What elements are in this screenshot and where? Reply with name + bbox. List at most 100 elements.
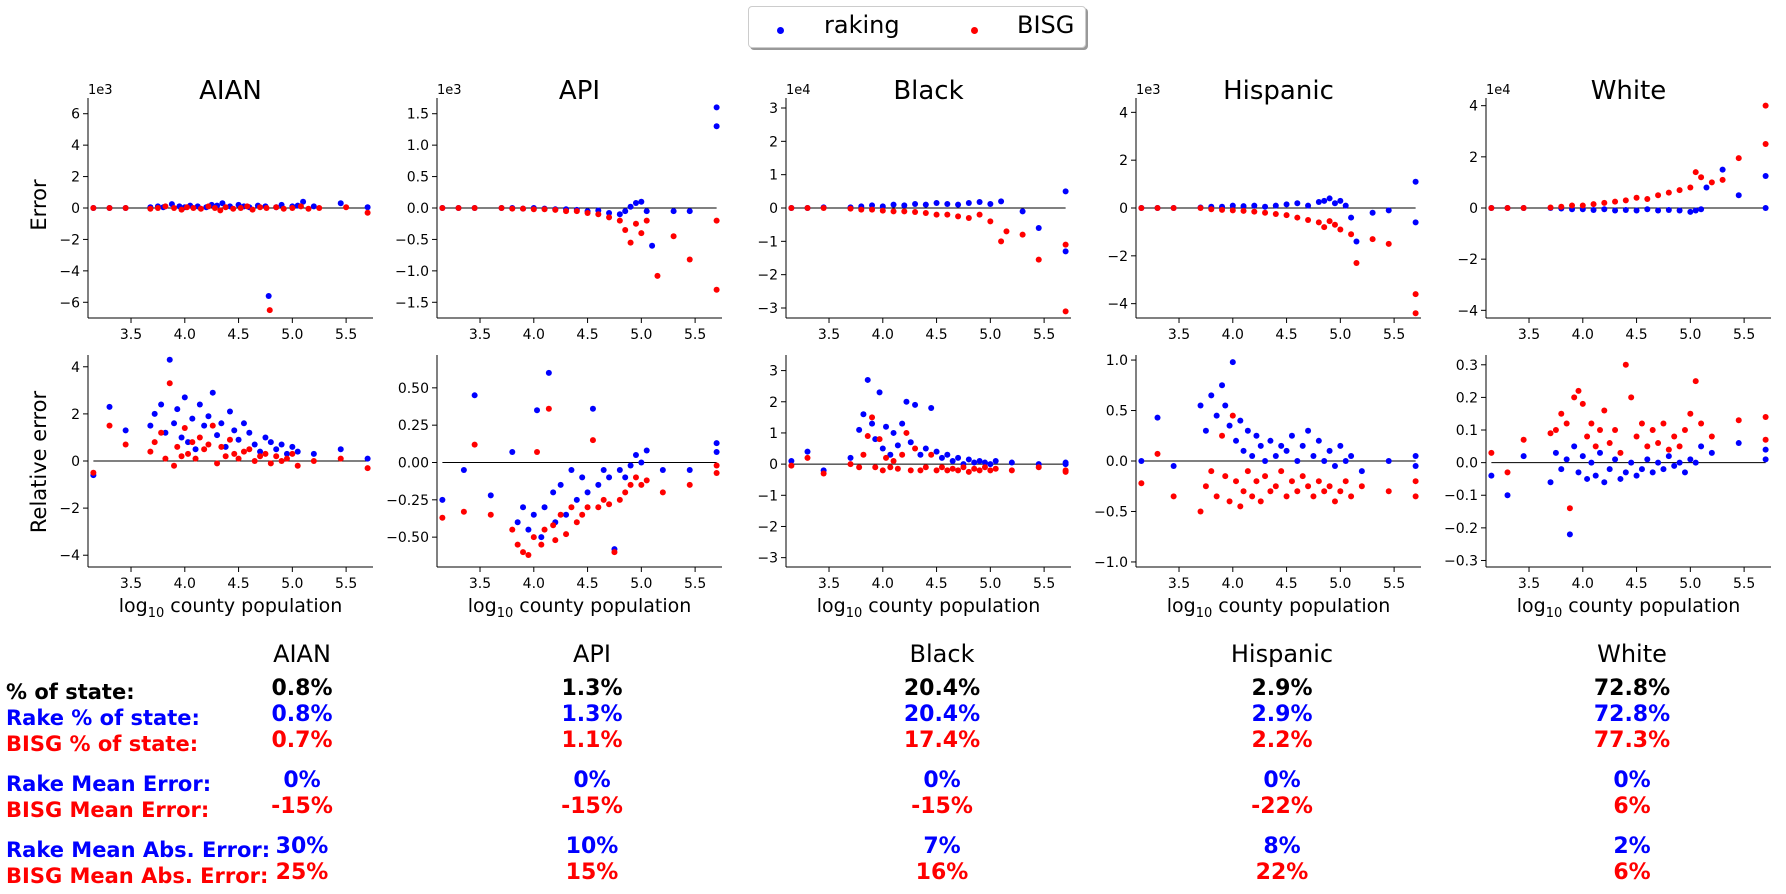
- raking-point: [864, 376, 871, 383]
- raking-point: [976, 458, 983, 464]
- raking-point: [147, 422, 154, 429]
- y-tick-label: 2: [71, 407, 80, 423]
- x-tick-label: 4.0: [174, 327, 196, 343]
- raking-point: [471, 392, 478, 399]
- raking-point: [1566, 531, 1573, 538]
- bisg-point: [530, 206, 537, 213]
- raking-point: [584, 489, 591, 496]
- bisg-point: [487, 511, 494, 518]
- y-tick-label: −2: [757, 519, 778, 535]
- bisg-point: [600, 496, 607, 503]
- bisg-point: [899, 451, 906, 458]
- raking-point: [1762, 456, 1769, 463]
- bisg-point: [171, 462, 178, 469]
- bisg-point: [949, 465, 956, 472]
- bisg-point: [1698, 420, 1705, 427]
- stat-bisg-mean: -22%: [1251, 794, 1313, 819]
- bisg-point: [1412, 493, 1419, 500]
- label-pct-state: % of state:: [6, 680, 135, 704]
- raking-point: [231, 427, 238, 434]
- raking-point: [106, 403, 113, 410]
- bisg-point: [1138, 205, 1145, 211]
- x-tick-label: 4.5: [576, 327, 598, 343]
- bisg-point: [856, 464, 863, 471]
- bisg-point: [1237, 503, 1244, 510]
- bisg-point: [627, 239, 634, 246]
- bisg-point: [1547, 204, 1554, 211]
- y-tick-label: −0.1: [1444, 488, 1478, 504]
- bisg-point: [1208, 206, 1215, 213]
- bisg-point: [1628, 394, 1635, 401]
- x-tick-label: 5.0: [1679, 327, 1701, 343]
- bisg-point: [563, 208, 570, 215]
- stat-rake-pct: 20.4%: [903, 702, 981, 727]
- panel-black-error: −3 −2 −1 0 1 2 3 3.5 4.0 4.5 5.0 5.5 Black 1e4: [757, 76, 1071, 343]
- stat-rake-abs: 2%: [1613, 834, 1651, 859]
- raking-point: [1262, 203, 1269, 210]
- raking-point: [1504, 492, 1511, 499]
- y-tick-label: 0.0: [407, 201, 429, 217]
- raking-point: [487, 492, 494, 499]
- raking-point: [563, 511, 570, 518]
- y-tick-label: −1.0: [395, 264, 429, 280]
- bisg-point: [976, 211, 983, 218]
- y-tick-label: 0.5: [407, 170, 429, 186]
- bisg-point: [262, 450, 269, 457]
- bisg-point: [971, 465, 978, 472]
- y-tick-label: 0.2: [1456, 390, 1478, 406]
- raking-point: [1283, 201, 1290, 208]
- x-tick-label: 5.5: [335, 327, 357, 343]
- label-rake-mean: Rake Mean Error:: [6, 772, 212, 796]
- y-tick-label: 0: [1469, 201, 1478, 217]
- bisg-point: [1019, 231, 1026, 238]
- y-tick-label: −2: [59, 501, 80, 517]
- raking-point: [1337, 197, 1344, 204]
- raking-point: [638, 198, 645, 205]
- raking-point: [568, 466, 575, 473]
- bisg-point: [1644, 443, 1651, 450]
- raking-point: [1294, 458, 1301, 464]
- raking-point: [1294, 200, 1301, 207]
- raking-point: [901, 202, 908, 209]
- raking-point: [1272, 202, 1279, 209]
- bisg-point: [965, 215, 972, 221]
- y-tick-label: 0: [1119, 201, 1128, 217]
- bisg-point: [611, 549, 618, 556]
- bisg-point: [230, 205, 237, 212]
- raking-point: [643, 447, 650, 454]
- bisg-point: [659, 489, 666, 496]
- y-tick-label: 2: [769, 395, 778, 411]
- panel-aian-error: −6 −4 −2 0 2 4 6 3.5 4.0 4.5 5.0 5.5 AIAN 1e3: [59, 76, 373, 343]
- bisg-point: [122, 441, 129, 448]
- panel-title: Hispanic: [1223, 76, 1334, 106]
- bisg-point: [1262, 209, 1269, 216]
- bisg-point: [294, 462, 301, 469]
- bisg-point: [1617, 449, 1624, 456]
- bisg-point: [439, 514, 446, 521]
- bisg-point: [1283, 493, 1290, 500]
- stat-pct-state: 20.4%: [903, 676, 981, 701]
- bisg-point: [1331, 498, 1338, 505]
- bisg-point: [1240, 488, 1247, 495]
- bisg-point: [960, 464, 967, 471]
- bisg-point: [1342, 478, 1349, 485]
- y-tick-label: −3: [757, 301, 778, 317]
- bisg-point: [226, 436, 233, 443]
- y-tick-label: −0.50: [386, 530, 429, 546]
- raking-point: [606, 210, 613, 217]
- x-tick-label: 5.0: [630, 576, 652, 592]
- raking-point: [294, 448, 301, 455]
- y-tick-label: −4: [59, 264, 80, 280]
- bisg-point: [1294, 214, 1301, 221]
- raking-point: [1019, 208, 1026, 215]
- bisg-point: [879, 467, 886, 474]
- raking-point: [1584, 475, 1591, 482]
- raking-point: [1606, 466, 1613, 473]
- bisg-point: [622, 227, 629, 233]
- bisg-point: [1735, 155, 1742, 162]
- raking-point: [1590, 207, 1597, 214]
- bisg-point: [944, 211, 951, 218]
- bisg-point: [1676, 443, 1683, 450]
- bisg-point: [1008, 467, 1015, 474]
- bisg-point: [638, 481, 645, 488]
